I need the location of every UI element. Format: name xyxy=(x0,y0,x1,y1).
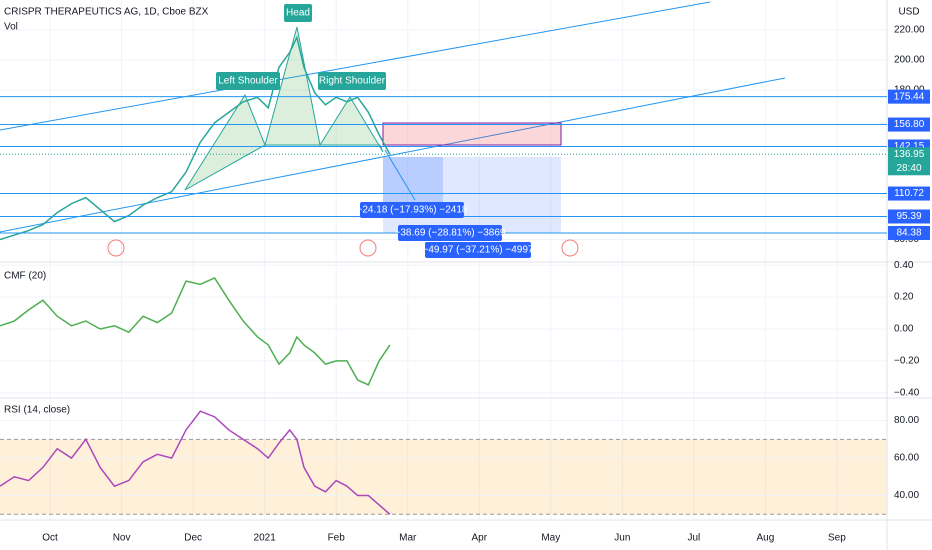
y-tick-label: −0.40 xyxy=(894,387,920,398)
y-tick-label: 60.00 xyxy=(894,453,919,464)
series-line xyxy=(0,410,391,515)
indicator-title: RSI (14, close) xyxy=(4,405,70,416)
currency: USD xyxy=(898,7,919,18)
level-tag xyxy=(888,186,930,201)
level-tag xyxy=(888,117,930,132)
label-bg xyxy=(284,4,312,22)
x-tick-label: May xyxy=(541,533,560,544)
y-tick-label: 220.00 xyxy=(894,25,925,36)
countdown: 28:40 xyxy=(896,163,921,174)
chart-title: CRISPR THERAPEUTICS AG, 1D, Cboe BZX xyxy=(4,7,209,18)
axis-tags: Oct Nov Dec 2021 Feb Mar Apr May Jun Jul Aug Sep 220… xyxy=(42,25,930,544)
indicator-title: CMF (20) xyxy=(4,271,46,282)
x-tick-label: Oct xyxy=(42,533,58,544)
level-label: 156.80 xyxy=(894,119,925,130)
y-tick-label: 40.00 xyxy=(894,490,919,501)
x-tick-label: Sep xyxy=(828,533,846,544)
x-tick-label: 2021 xyxy=(254,533,277,544)
label-bg xyxy=(398,225,502,241)
x-tick-label: Dec xyxy=(184,533,202,544)
level-label: 84.38 xyxy=(896,228,921,239)
marks xyxy=(0,35,887,515)
x-tick-label: Mar xyxy=(399,533,417,544)
series-line xyxy=(0,35,391,241)
x-tick-label: Aug xyxy=(756,533,774,544)
y-tick-label: −0.20 xyxy=(894,356,920,367)
earnings-icon xyxy=(107,239,125,257)
earnings-icon xyxy=(561,239,579,257)
level-tag xyxy=(888,209,930,224)
background xyxy=(0,0,887,520)
y-tick-label: 80.00 xyxy=(894,415,919,426)
measure-label: −49.97 (−37.21%) −4997 xyxy=(423,245,534,256)
pattern-label: Right Shoulder xyxy=(319,76,386,87)
x-tick-label: Feb xyxy=(328,533,346,544)
level-label: 95.39 xyxy=(896,211,921,222)
measure-label: −38.69 (−28.81%) −3869 xyxy=(395,228,506,239)
price-tag xyxy=(888,147,930,176)
level-tag xyxy=(888,225,930,240)
y-tick-label: 0.00 xyxy=(894,324,914,335)
level-label: 142.15 xyxy=(894,141,925,152)
trend-line xyxy=(0,77,786,233)
y-tick-label: 0.40 xyxy=(894,260,914,271)
x-tick-label: Jun xyxy=(614,533,630,544)
series-line xyxy=(0,277,391,386)
label-bg xyxy=(318,72,386,90)
trend-line xyxy=(0,1,711,131)
label-bg xyxy=(360,202,464,218)
pattern-label: Head xyxy=(286,8,310,19)
measure-label: −24.18 (−17.93%) −2418 xyxy=(357,205,468,216)
volume-label: Vol xyxy=(4,22,18,33)
y-tick-label: 200.00 xyxy=(894,55,925,66)
label-bg xyxy=(425,242,531,258)
projection-arrow xyxy=(384,149,416,201)
label-bg xyxy=(216,72,280,90)
level-label: 175.44 xyxy=(894,91,925,102)
current-price-label: 136.95 xyxy=(894,149,925,160)
level-tag xyxy=(888,89,930,104)
target-zone xyxy=(383,157,561,233)
x-tick-label: Apr xyxy=(471,533,487,544)
rsi-band xyxy=(0,439,887,515)
x-tick-label: Jul xyxy=(687,533,700,544)
pattern-area xyxy=(184,26,384,191)
earnings-icon xyxy=(359,239,377,257)
stop-zone xyxy=(382,122,562,146)
y-tick-label: 0.20 xyxy=(894,292,914,303)
pattern-label: Left Shoulder xyxy=(218,76,278,87)
level-label: 110.72 xyxy=(894,188,924,199)
x-tick-label: Nov xyxy=(113,533,131,544)
